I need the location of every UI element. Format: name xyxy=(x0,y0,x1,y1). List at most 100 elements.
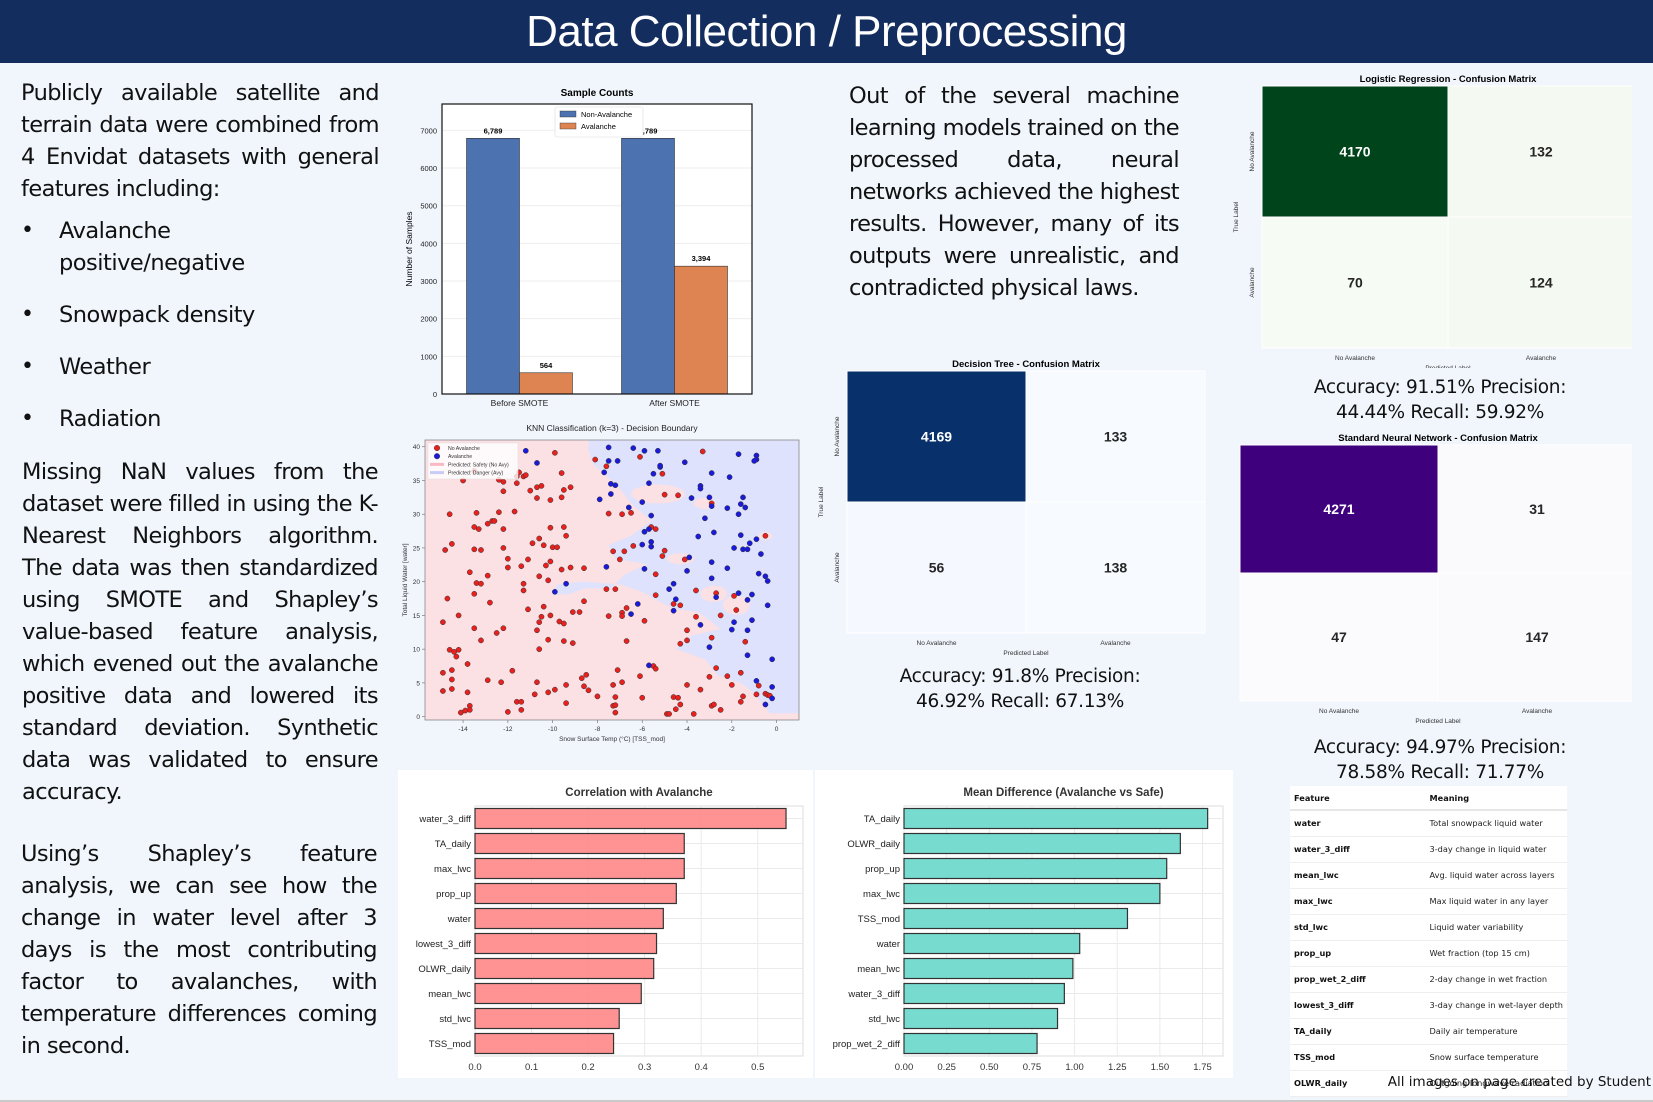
y-axis-label: Total Liquid Water [water] xyxy=(402,543,409,616)
chart-title: KNN Classification (k=3) - Decision Boun… xyxy=(526,423,698,433)
point-no-avalanche xyxy=(677,640,684,647)
point-no-avalanche xyxy=(446,511,453,518)
point-no-avalanche xyxy=(661,491,668,498)
point-no-avalanche xyxy=(534,495,540,501)
feature-name-cell: TA_daily xyxy=(1290,1018,1426,1045)
point-no-avalanche xyxy=(500,625,507,632)
x-tick-label: 1.75 xyxy=(1193,1062,1212,1073)
point-no-avalanche xyxy=(684,637,690,644)
point-no-avalanche xyxy=(500,478,507,485)
mean-difference-chart: 0.00 0.25 0.50 0.75 1.00 1.25 1.50 1.75 TA_daily… xyxy=(815,770,1233,1078)
point-no-avalanche xyxy=(531,691,538,698)
bar xyxy=(903,957,1074,980)
point-avalanche xyxy=(731,619,737,626)
table-row: water_3_diff 3-day change in liquid water xyxy=(1290,836,1567,863)
point-no-avalanche xyxy=(563,700,569,706)
bar xyxy=(903,907,1129,930)
point-avalanche xyxy=(735,451,742,458)
point-no-avalanche xyxy=(518,563,525,570)
point-no-avalanche xyxy=(440,688,446,694)
point-no-avalanche xyxy=(603,463,610,470)
neural-network-confusion-matrix: 4271 31 47 147 Standard Neural Network - Con… xyxy=(1232,433,1632,725)
point-no-avalanche xyxy=(552,686,558,693)
point-no-avalanche xyxy=(475,526,482,532)
matrix-cell xyxy=(1447,216,1632,349)
point-avalanche xyxy=(769,656,775,663)
chart-legend: No Avalanche Avalanche Predicted: Safety (… xyxy=(427,442,519,480)
point-avalanche xyxy=(742,504,749,511)
point-no-avalanche xyxy=(545,577,552,584)
point-no-avalanche xyxy=(724,673,731,679)
bar xyxy=(474,882,677,905)
point-no-avalanche xyxy=(505,564,511,571)
point-avalanche xyxy=(749,617,755,623)
point-no-avalanche xyxy=(661,547,668,554)
point-no-avalanche xyxy=(567,564,574,571)
point-no-avalanche xyxy=(639,694,646,701)
point-no-avalanche xyxy=(581,683,587,690)
point-avalanche xyxy=(650,470,657,477)
legend-label: No Avalanche xyxy=(448,446,480,452)
y-tick-label: water_3_diff xyxy=(847,989,900,1000)
point-avalanche xyxy=(769,695,775,702)
point-no-avalanche xyxy=(713,665,719,671)
logistic-regression-confusion-matrix: 4170 132 70 124 Logistic Regression - Confus… xyxy=(1233,74,1632,368)
point-no-avalanche xyxy=(619,511,625,518)
point-no-avalanche xyxy=(563,682,569,688)
point-no-avalanche xyxy=(536,573,543,580)
point-no-avalanche xyxy=(762,532,769,539)
point-avalanche xyxy=(746,540,753,547)
point-avalanche xyxy=(740,494,746,501)
table-row: water Total snowpack liquid water xyxy=(1290,810,1567,837)
point-no-avalanche xyxy=(484,572,491,579)
feature-meaning-cell: 2-day change in wet fraction xyxy=(1425,966,1567,993)
point-no-avalanche xyxy=(619,679,625,686)
y-tick-label: max_lwc xyxy=(434,864,471,875)
bar xyxy=(474,1032,615,1055)
point-no-avalanche xyxy=(583,671,590,678)
point-no-avalanche xyxy=(677,701,684,708)
point-avalanche xyxy=(713,594,719,601)
x-tick-label: After SMOTE xyxy=(649,398,700,408)
feature-name-cell: prop_up xyxy=(1290,940,1426,967)
y-tick-label: 40 xyxy=(413,444,421,451)
point-avalanche xyxy=(749,591,755,598)
matrix-value: 147 xyxy=(1525,629,1549,645)
y-tick-label: 3000 xyxy=(420,277,437,286)
y-tick-label: OLWR_daily xyxy=(847,839,900,850)
matrix-value: 56 xyxy=(929,560,945,576)
point-no-avalanche xyxy=(737,669,744,676)
y-tick-label: 15 xyxy=(413,613,421,620)
point-no-avalanche xyxy=(440,669,446,676)
point-no-avalanche xyxy=(737,698,744,705)
point-avalanche xyxy=(708,559,715,565)
point-no-avalanche xyxy=(505,555,511,562)
y-tick-label: 1000 xyxy=(420,352,437,361)
chart-title: Mean Difference (Avalanche vs Safe) xyxy=(963,787,1163,799)
feature-meaning-cell: Max liquid water in any layer xyxy=(1425,888,1567,915)
sample-counts-chart: 0 1000 2000 3000 4000 5000 6000 7000 6,789 564 Bef… xyxy=(404,88,753,408)
feature-list: Avalanche positive/negative Snowpack den… xyxy=(21,215,381,455)
point-avalanche xyxy=(670,607,677,614)
y-tick-label: 35 xyxy=(413,478,421,485)
feature-list-item: Avalanche positive/negative xyxy=(21,215,271,279)
point-no-avalanche xyxy=(500,488,507,495)
point-no-avalanche xyxy=(675,492,681,499)
feature-name-cell: TSS_mod xyxy=(1290,1044,1426,1071)
point-avalanche xyxy=(641,447,648,454)
point-no-avalanche xyxy=(493,630,500,636)
point-no-avalanche xyxy=(697,686,704,693)
y-axis-label: Number of Samples xyxy=(404,211,414,286)
point-avalanche xyxy=(648,543,655,550)
x-tick-label: Avalanche xyxy=(1100,640,1131,647)
point-no-avalanche xyxy=(518,707,525,713)
y-tick-label: No Avalanche xyxy=(834,416,841,456)
x-tick-label: No Avalanche xyxy=(917,640,957,647)
matrix-cell xyxy=(846,370,1027,503)
bar-data-label: 6,789 xyxy=(484,126,503,135)
point-no-avalanche xyxy=(594,693,601,700)
bar xyxy=(474,832,685,855)
point-no-avalanche xyxy=(612,709,619,716)
point-no-avalanche xyxy=(614,667,621,673)
point-no-avalanche xyxy=(652,592,659,599)
